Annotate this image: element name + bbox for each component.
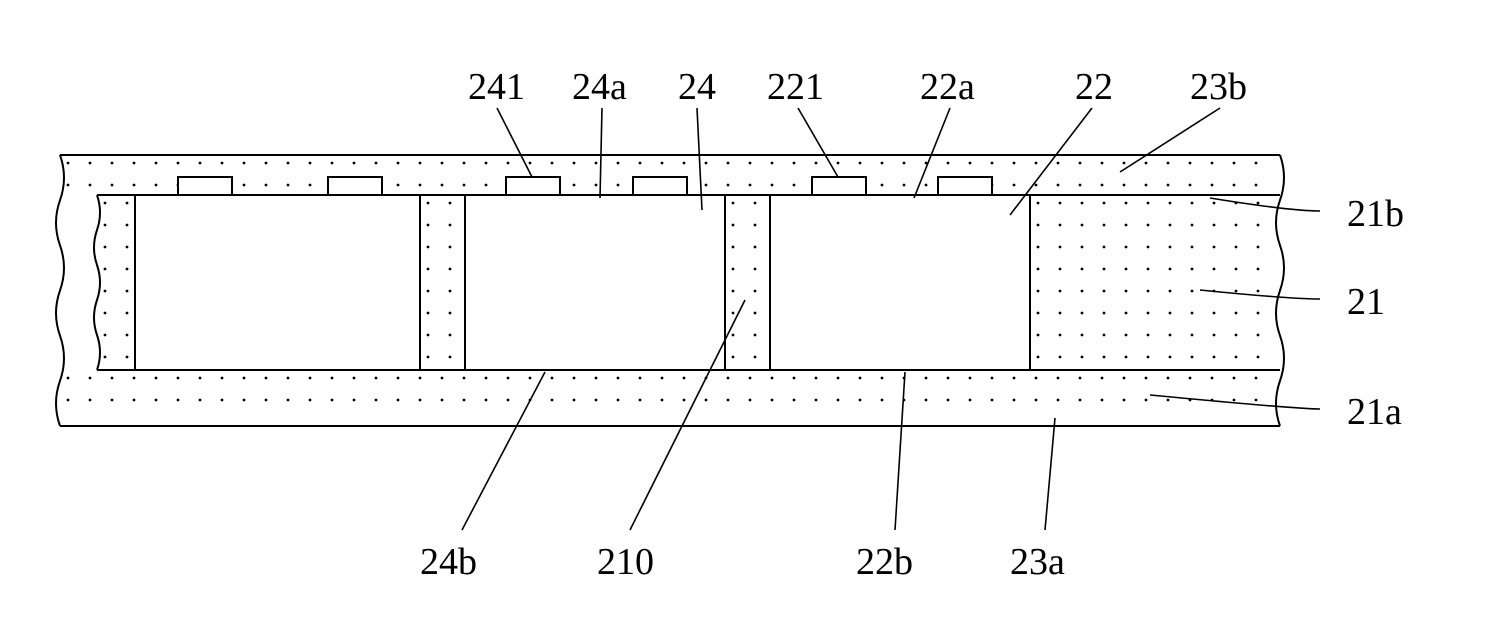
label-24: 24 — [678, 65, 716, 109]
label-210: 210 — [597, 540, 654, 584]
diagram-container: 241 24a 24 221 22a 22 23b 21b 21 21a 24b… — [0, 0, 1491, 632]
label-221: 221 — [767, 65, 824, 109]
label-241: 241 — [468, 65, 525, 109]
label-23b: 23b — [1190, 65, 1247, 109]
label-21: 21 — [1347, 280, 1385, 324]
label-24a: 24a — [572, 65, 627, 109]
label-21b: 21b — [1347, 192, 1404, 236]
label-22a: 22a — [920, 65, 975, 109]
label-23a: 23a — [1010, 540, 1065, 584]
label-21a: 21a — [1347, 390, 1402, 434]
label-24b: 24b — [420, 540, 477, 584]
label-22b: 22b — [856, 540, 913, 584]
cross-section-svg — [0, 0, 1491, 632]
label-22: 22 — [1075, 65, 1113, 109]
